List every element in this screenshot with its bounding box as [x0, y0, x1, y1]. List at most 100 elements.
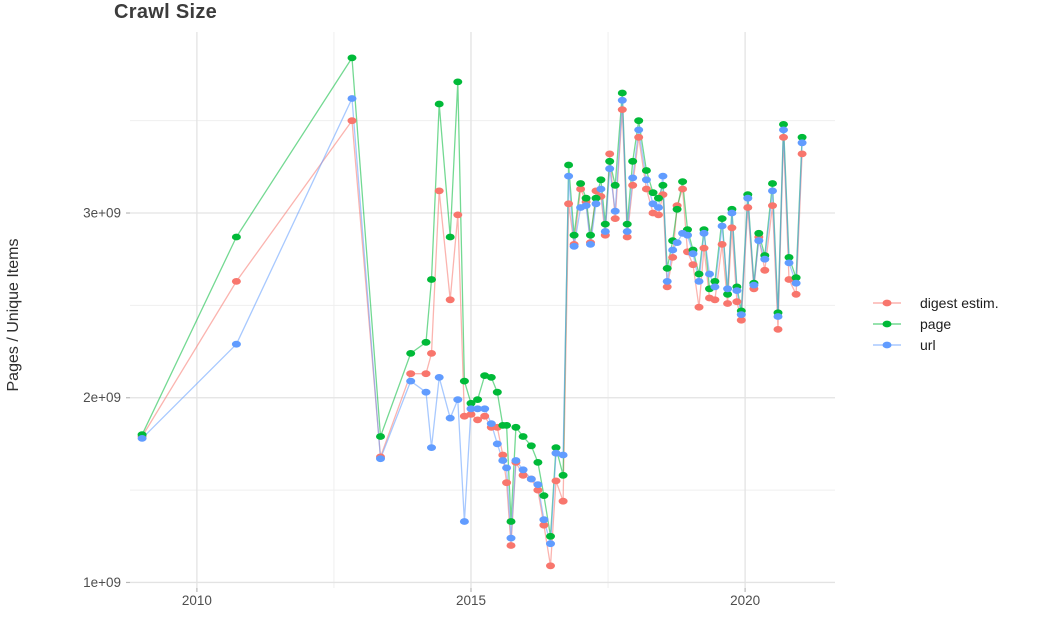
data-point	[347, 117, 357, 125]
data-point	[406, 370, 416, 378]
data-point	[427, 276, 436, 283]
data-point	[434, 374, 444, 381]
data-point	[445, 414, 455, 422]
data-point	[610, 215, 620, 223]
data-point	[551, 449, 561, 457]
data-point	[678, 178, 688, 186]
data-point	[533, 481, 543, 488]
data-point	[658, 172, 668, 180]
y-tick-label: 1e+09	[83, 575, 121, 590]
data-point	[662, 283, 672, 291]
data-point	[498, 451, 508, 459]
data-point	[727, 224, 737, 232]
data-point	[710, 296, 720, 304]
data-point	[736, 311, 746, 318]
data-point	[502, 464, 512, 472]
data-point	[551, 444, 561, 451]
data-point	[694, 278, 704, 285]
data-point	[453, 78, 463, 86]
data-point	[622, 233, 632, 241]
data-point	[617, 89, 627, 97]
data-point	[662, 265, 672, 272]
data-point	[502, 422, 512, 429]
chart-title: Crawl Size	[114, 1, 218, 23]
data-point	[558, 451, 568, 459]
data-point	[466, 411, 476, 418]
data-point	[596, 185, 606, 193]
data-point	[760, 255, 770, 263]
data-point	[694, 270, 704, 278]
data-point	[791, 279, 801, 287]
legend-key-icon	[873, 341, 901, 348]
data-point	[743, 194, 753, 202]
data-point	[586, 241, 595, 248]
data-point	[694, 303, 704, 311]
data-point	[727, 209, 737, 217]
data-point	[678, 185, 688, 193]
data-point	[421, 338, 431, 346]
data-point	[605, 165, 615, 173]
data-point	[668, 246, 678, 254]
data-point	[526, 442, 536, 450]
legend-key-icon	[873, 320, 901, 327]
legend-key-icon	[873, 299, 901, 306]
data-point	[376, 433, 385, 440]
data-point	[754, 237, 764, 245]
data-point	[732, 298, 742, 306]
legend-item-url: url	[872, 334, 999, 355]
data-point	[683, 231, 692, 239]
data-point	[658, 181, 668, 189]
data-point	[480, 412, 490, 420]
data-point	[502, 479, 512, 487]
data-point	[137, 435, 147, 442]
data-point	[518, 433, 528, 440]
data-point	[717, 241, 727, 248]
data-point	[641, 176, 651, 184]
data-point	[486, 420, 496, 427]
legend-key-dot	[882, 341, 892, 348]
data-point	[492, 388, 502, 396]
data-point	[564, 200, 574, 208]
data-point	[466, 399, 476, 407]
data-point	[773, 313, 783, 320]
data-point	[791, 290, 801, 298]
data-point	[610, 181, 620, 189]
legend: digest estim. page url	[872, 292, 999, 355]
data-point	[473, 396, 483, 403]
data-point	[754, 229, 764, 237]
data-point	[459, 377, 469, 385]
data-point	[596, 176, 606, 184]
data-point	[699, 244, 709, 252]
legend-label: page	[920, 315, 952, 332]
data-point	[768, 202, 777, 210]
data-point	[564, 172, 574, 180]
data-point	[610, 207, 620, 215]
data-point	[406, 377, 416, 385]
data-point	[427, 444, 436, 451]
data-point	[581, 194, 591, 202]
data-point	[784, 259, 794, 267]
data-point	[779, 121, 788, 128]
data-point	[539, 521, 549, 529]
data-point	[622, 228, 632, 235]
data-point	[518, 471, 528, 479]
data-point	[760, 266, 770, 274]
data-point	[453, 396, 463, 403]
x-tick-label: 2020	[730, 593, 760, 608]
data-point	[498, 457, 508, 464]
data-point	[533, 486, 543, 494]
data-point	[600, 228, 610, 235]
data-point	[634, 133, 644, 141]
data-point	[717, 222, 727, 230]
data-point	[473, 405, 483, 413]
data-point	[791, 274, 801, 282]
data-point	[492, 440, 502, 448]
data-point	[480, 405, 490, 413]
data-point	[539, 492, 549, 499]
data-point	[539, 516, 549, 524]
data-point	[672, 239, 682, 247]
data-point	[506, 542, 516, 549]
series-line-page	[141, 57, 803, 537]
data-point	[743, 204, 753, 211]
